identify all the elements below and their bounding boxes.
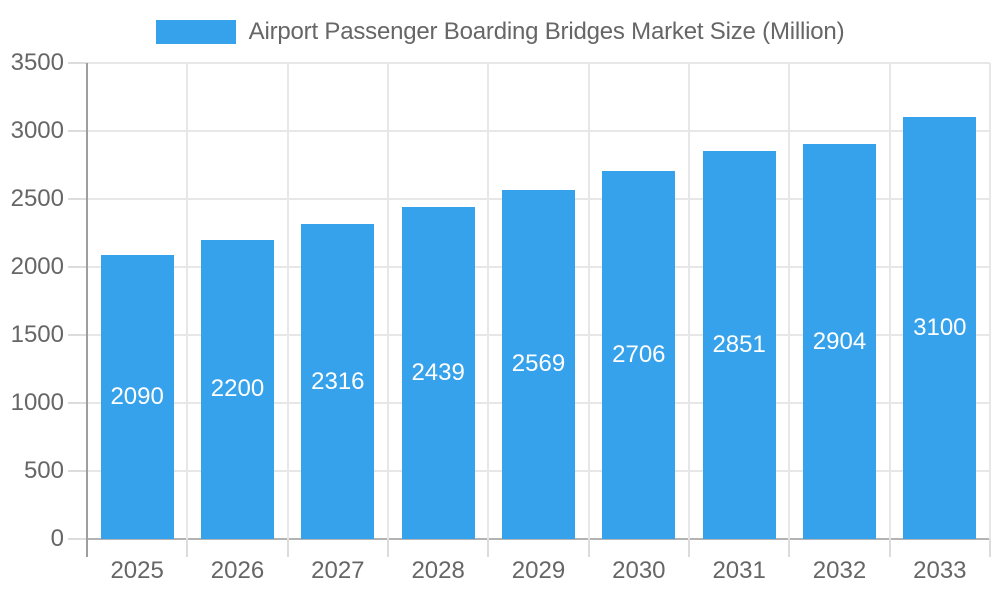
bar[interactable]: [502, 189, 575, 539]
gridline-vertical: [888, 63, 891, 539]
x-tick-mark: [788, 539, 791, 557]
bar[interactable]: [903, 117, 977, 539]
y-tick-mark: [68, 62, 87, 64]
bar[interactable]: [301, 224, 375, 539]
bar[interactable]: [401, 207, 475, 539]
gridline-horizontal: [87, 62, 990, 64]
x-tick-mark: [487, 539, 490, 557]
y-axis-tick-label: 2000: [10, 253, 64, 280]
gridline-vertical: [487, 63, 490, 539]
chart-legend[interactable]: Airport Passenger Boarding Bridges Marke…: [0, 18, 1000, 46]
x-axis-tick-label: 2030: [612, 557, 666, 584]
x-axis-tick-label: 2029: [511, 557, 566, 584]
y-tick-mark: [68, 130, 87, 132]
x-tick-mark: [688, 539, 690, 557]
bar[interactable]: [100, 254, 174, 539]
x-axis-tick-label: 2032: [812, 557, 867, 584]
y-tick-mark: [68, 198, 87, 200]
y-axis-tick-label: 3500: [10, 49, 64, 76]
bar-value-label: 2706: [612, 340, 666, 368]
x-axis-tick-label: 2033: [913, 557, 967, 584]
bar-value-label: 2904: [812, 327, 867, 355]
x-axis-tick-label: 2028: [411, 557, 465, 584]
gridline-vertical: [587, 63, 590, 539]
x-tick-mark: [888, 539, 891, 557]
y-axis-tick-label: 2500: [10, 185, 64, 212]
gridline-vertical: [387, 63, 389, 539]
gridline-vertical: [186, 63, 189, 539]
bar-value-label: 2200: [210, 375, 265, 403]
x-tick-mark: [186, 539, 189, 557]
bar-value-label: 2316: [311, 367, 365, 395]
x-tick-mark: [286, 539, 289, 557]
y-axis-tick-label: 1500: [10, 321, 64, 348]
legend-label: Airport Passenger Boarding Bridges Marke…: [248, 18, 845, 45]
y-axis-tick-label: 0: [50, 525, 64, 552]
bar[interactable]: [201, 239, 274, 539]
bar-value-label: 3100: [913, 314, 967, 342]
bar-value-label: 2439: [411, 359, 465, 387]
bar-value-label: 2090: [110, 382, 164, 410]
y-tick-mark: [68, 402, 87, 404]
gridline-vertical: [989, 63, 991, 539]
y-tick-mark: [68, 538, 87, 540]
gridline-horizontal: [87, 130, 990, 132]
gridline-vertical: [788, 63, 791, 539]
y-axis-tick-label: 3000: [10, 117, 64, 144]
x-axis-tick-label: 2025: [110, 557, 164, 584]
bar[interactable]: [602, 170, 676, 539]
y-axis-line: [86, 63, 88, 557]
gridline-vertical: [286, 63, 289, 539]
bar-value-label: 2569: [511, 350, 566, 378]
y-axis-tick-label: 1000: [10, 389, 64, 416]
bar[interactable]: [702, 151, 776, 539]
x-tick-mark: [387, 539, 389, 557]
y-tick-mark: [68, 334, 87, 336]
y-axis-tick-label: 500: [23, 457, 64, 484]
gridline-vertical: [688, 63, 690, 539]
x-tick-mark: [587, 539, 590, 557]
x-tick-mark: [989, 539, 991, 557]
x-axis-line: [87, 538, 990, 540]
bar-value-label: 2851: [712, 331, 766, 359]
x-axis-tick-label: 2031: [712, 557, 766, 584]
legend-swatch: [155, 20, 236, 44]
bar[interactable]: [803, 144, 876, 539]
y-tick-mark: [68, 266, 87, 268]
x-axis-tick-label: 2026: [210, 557, 265, 584]
x-axis-tick-label: 2027: [311, 557, 365, 584]
y-tick-mark: [68, 470, 87, 472]
